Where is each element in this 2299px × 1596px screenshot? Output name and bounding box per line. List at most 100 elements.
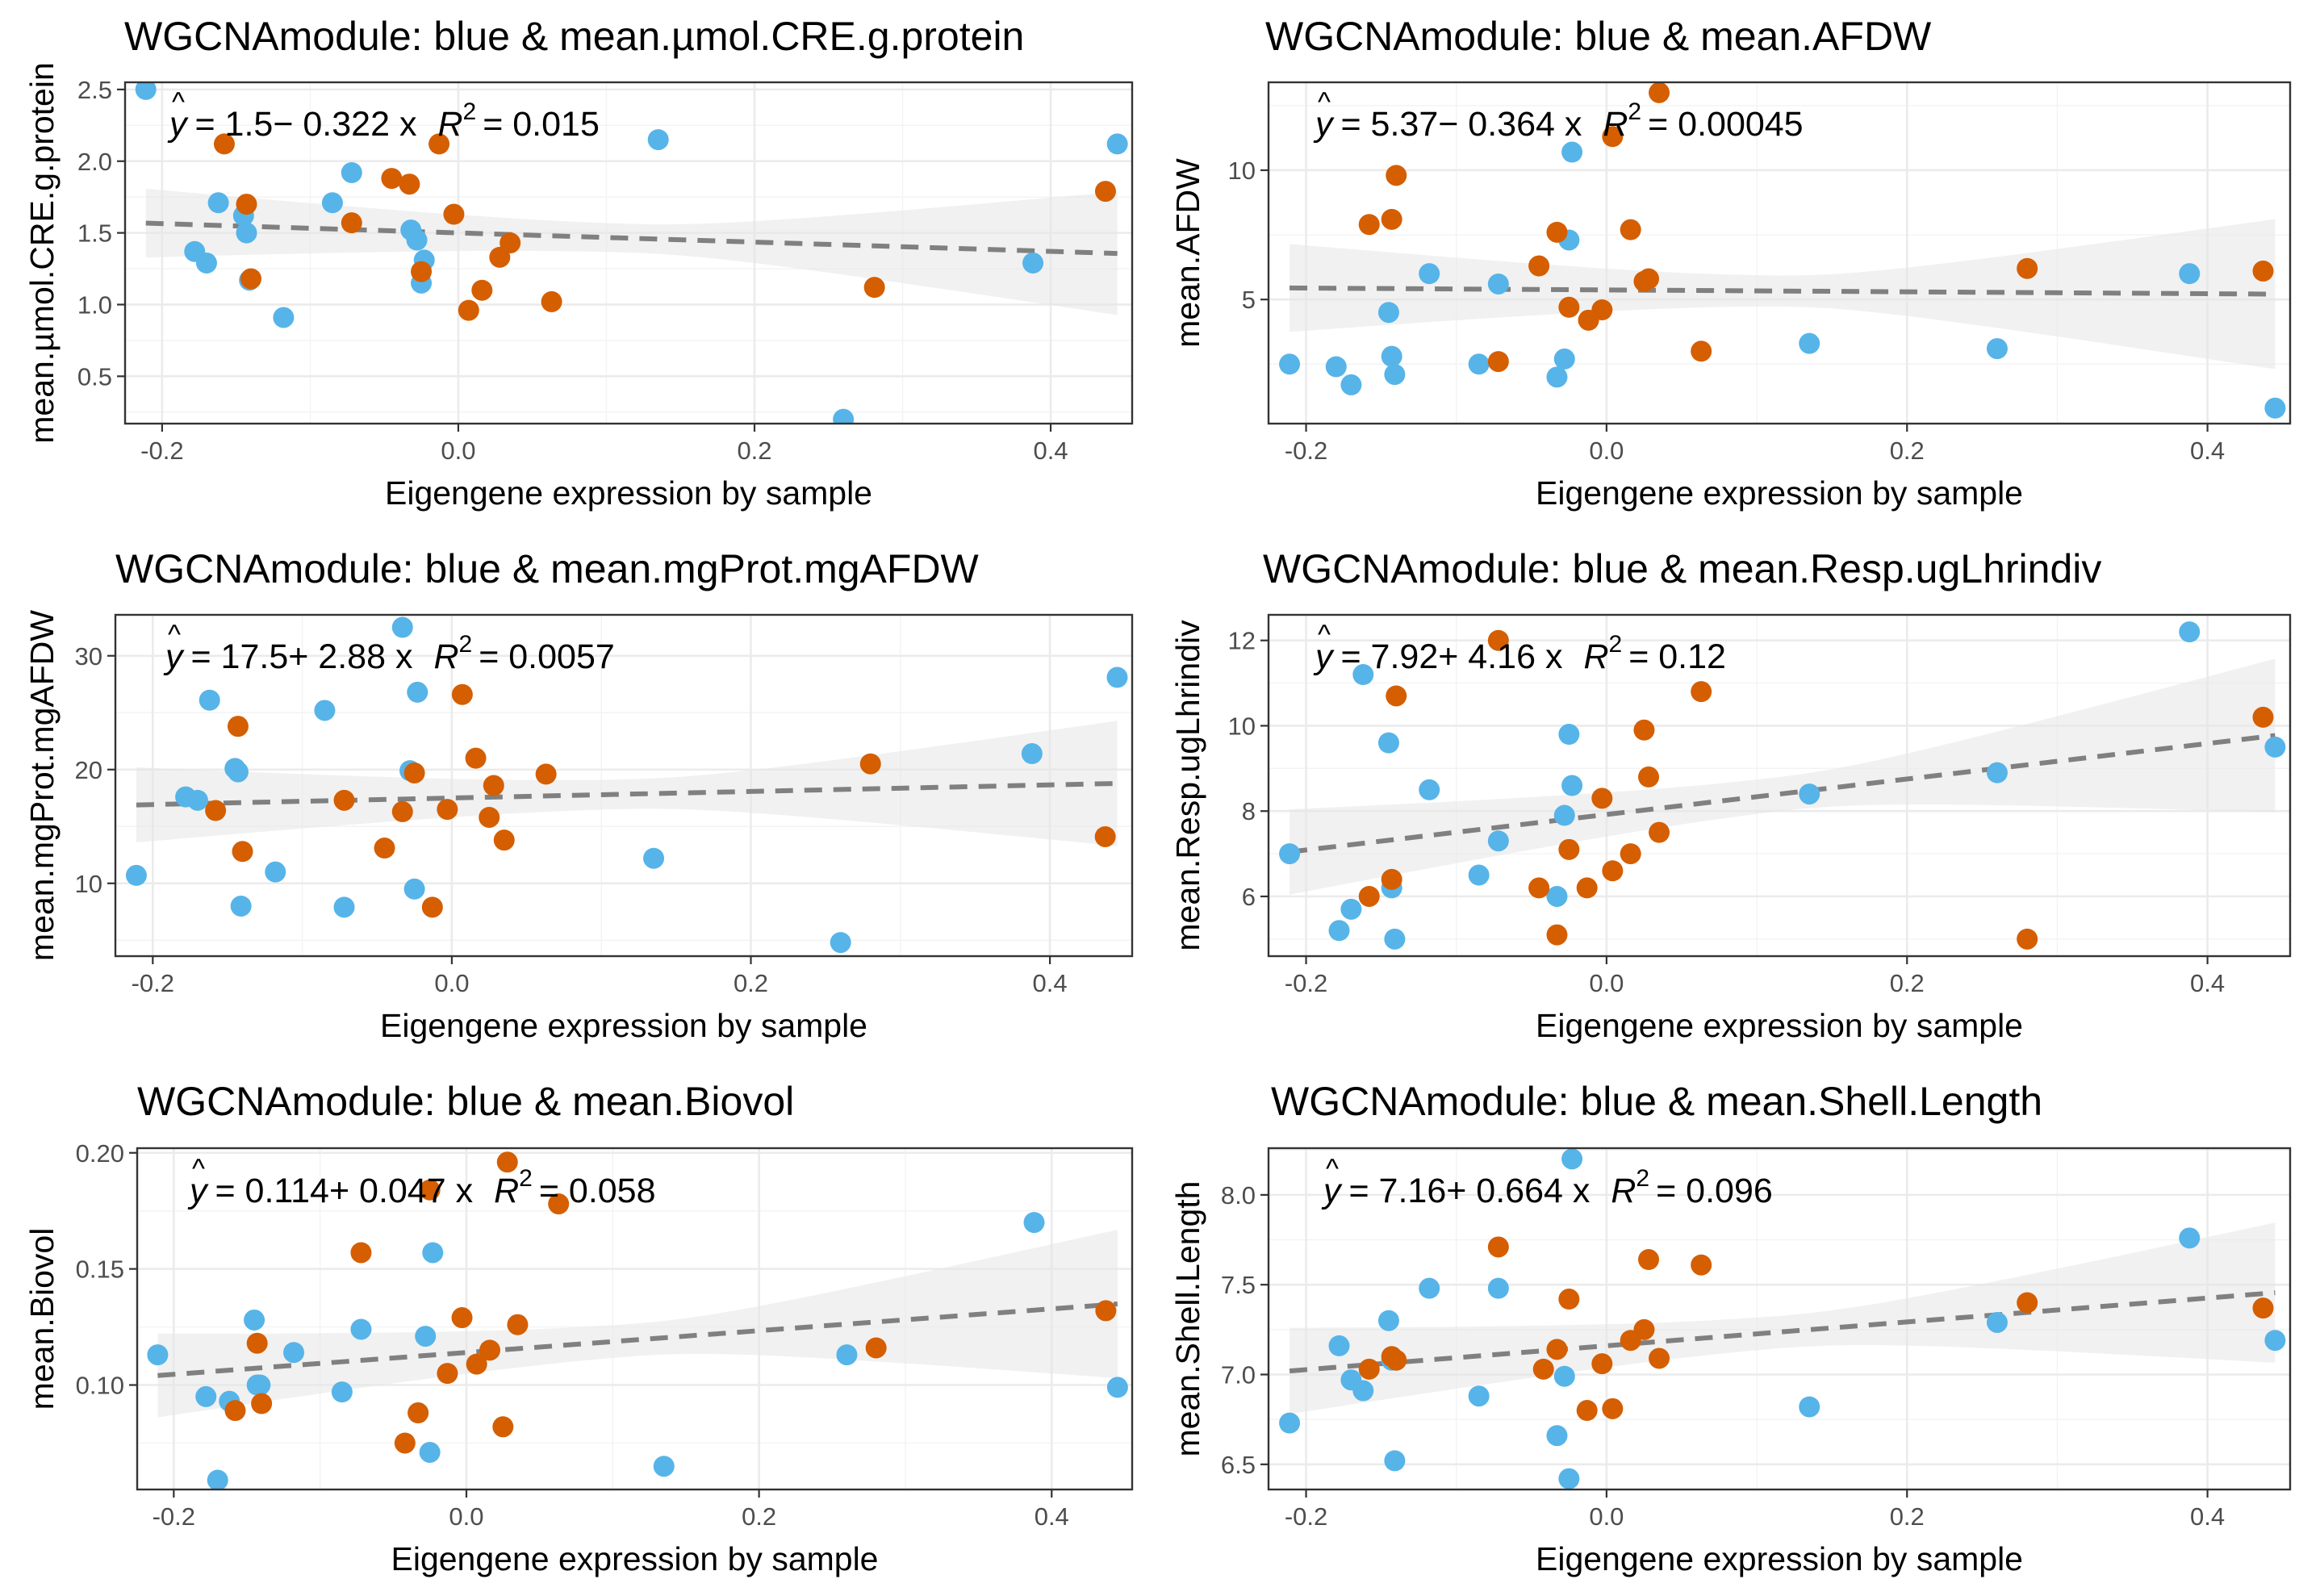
plot-panel: y = 7.92+ 4.16 x R2 = 0.12 ^ -0.2 0.0 0.2 0.4 6 8 1… bbox=[1169, 546, 2292, 1044]
data-point bbox=[1553, 1365, 1575, 1387]
equation-r2-exponent: 2 bbox=[1609, 631, 1623, 658]
equation-yhat: y bbox=[1313, 105, 1335, 144]
data-point bbox=[1386, 685, 1407, 707]
data-point bbox=[1986, 1311, 2008, 1333]
x-tick-label: -0.2 bbox=[1285, 1502, 1327, 1531]
x-tick-label: 0.0 bbox=[434, 969, 469, 997]
x-tick-label: 0.4 bbox=[2190, 437, 2225, 465]
equation-yhat: y bbox=[1313, 637, 1335, 676]
data-point bbox=[1419, 263, 1440, 285]
data-point bbox=[1602, 126, 1624, 148]
data-point bbox=[437, 799, 458, 821]
data-point bbox=[227, 761, 249, 783]
data-point bbox=[1358, 1358, 1380, 1380]
data-point bbox=[1546, 221, 1568, 243]
data-point bbox=[1532, 1358, 1554, 1380]
data-point bbox=[406, 229, 428, 251]
data-point bbox=[399, 173, 420, 195]
data-point bbox=[1558, 838, 1580, 860]
equation-body: = 0.114+ 0.047 x bbox=[215, 1172, 474, 1210]
equation-yhat: y bbox=[163, 637, 185, 676]
yhat-caret: ^ bbox=[172, 87, 185, 118]
x-tick-label: 0.2 bbox=[742, 1502, 776, 1531]
yhat-caret: ^ bbox=[1326, 1154, 1339, 1184]
data-point bbox=[1381, 345, 1402, 367]
data-point bbox=[1352, 664, 1374, 686]
y-tick-label: 5 bbox=[1242, 286, 1256, 314]
data-point bbox=[125, 864, 147, 886]
x-tick-label: 0.4 bbox=[2190, 969, 2225, 997]
data-point bbox=[471, 279, 493, 301]
plot-title: WGCNAmodule: blue & mean.AFDW bbox=[1265, 14, 1932, 59]
regression-equation: y = 17.5+ 2.88 x R2 = 0.0057 bbox=[163, 631, 615, 676]
plot-title: WGCNAmodule: blue & mean.Resp.ugLhrindiv bbox=[1263, 546, 2101, 591]
data-point bbox=[2179, 1227, 2201, 1249]
x-tick-label: -0.2 bbox=[153, 1502, 195, 1531]
regression-line bbox=[1289, 733, 2276, 854]
data-point bbox=[2264, 1330, 2286, 1352]
data-point bbox=[493, 829, 515, 851]
yhat-caret: ^ bbox=[1318, 620, 1331, 650]
x-tick-label: 0.2 bbox=[737, 437, 771, 465]
data-point bbox=[1328, 1335, 1350, 1356]
data-point bbox=[1546, 1425, 1568, 1447]
data-point bbox=[1487, 830, 1509, 852]
data-point bbox=[1558, 1289, 1580, 1310]
plot-panel: y = 0.114+ 0.047 x R2 = 0.058 ^ -0.2 0.0 0.2 0.4… bbox=[23, 1079, 1134, 1577]
data-point bbox=[1384, 928, 1406, 950]
panel-border bbox=[1267, 1147, 2292, 1491]
data-point bbox=[541, 290, 562, 312]
y-tick-label: 0.10 bbox=[76, 1372, 124, 1400]
y-tick-label: 0.15 bbox=[76, 1255, 124, 1284]
y-tick-label: 12 bbox=[1228, 627, 1256, 655]
equation-r2-label: R bbox=[433, 637, 458, 676]
data-point bbox=[2252, 706, 2274, 728]
equation-r2-value: = 0.015 bbox=[483, 105, 600, 144]
data-point bbox=[1546, 924, 1568, 946]
panel-border bbox=[1267, 81, 2292, 425]
data-point bbox=[1487, 351, 1509, 373]
panel-border bbox=[1267, 613, 2292, 958]
data-point bbox=[391, 800, 413, 822]
data-point bbox=[244, 1309, 265, 1331]
x-tick-label: 0.4 bbox=[2190, 1502, 2225, 1531]
data-point bbox=[1799, 332, 1820, 354]
equation-yhat: y bbox=[1321, 1172, 1343, 1210]
x-tick-label: 0.0 bbox=[1589, 969, 1624, 997]
plot-title: WGCNAmodule: blue & mean.Shell.Length bbox=[1271, 1079, 2042, 1124]
data-point bbox=[483, 775, 504, 796]
data-point bbox=[865, 1337, 887, 1359]
data-point bbox=[2264, 397, 2286, 419]
data-point bbox=[1576, 1400, 1598, 1422]
regression-line bbox=[136, 780, 1118, 808]
data-point bbox=[1487, 1236, 1509, 1258]
data-point bbox=[2252, 1297, 2274, 1319]
data-point bbox=[496, 1151, 518, 1173]
data-point bbox=[1487, 273, 1509, 295]
data-point bbox=[1106, 133, 1128, 155]
equation-body: = 1.5− 0.322 x bbox=[195, 105, 417, 144]
y-tick-label: 7.5 bbox=[1221, 1271, 1256, 1299]
data-point bbox=[2017, 928, 2038, 950]
equation-r2-exponent: 2 bbox=[1628, 98, 1641, 125]
data-point bbox=[1340, 374, 1362, 395]
data-point bbox=[195, 252, 217, 274]
regression-line bbox=[145, 220, 1118, 257]
data-point bbox=[1553, 804, 1575, 826]
regression-line bbox=[157, 1301, 1118, 1378]
data-point bbox=[1561, 775, 1583, 796]
data-point bbox=[273, 307, 295, 328]
yhat-caret: ^ bbox=[1318, 87, 1331, 118]
data-point bbox=[1558, 296, 1580, 318]
x-tick-label: 0.0 bbox=[1589, 437, 1624, 465]
data-point bbox=[1021, 743, 1043, 765]
data-point bbox=[1691, 341, 1712, 362]
equation-r2-exponent: 2 bbox=[463, 98, 477, 125]
data-point bbox=[1561, 1148, 1583, 1170]
data-point bbox=[230, 895, 252, 917]
y-tick-label: 0.5 bbox=[77, 362, 112, 391]
data-point bbox=[1638, 766, 1660, 788]
plot-title: WGCNAmodule: blue & mean.µmol.CRE.g.prot… bbox=[124, 14, 1024, 59]
equation-r2-exponent: 2 bbox=[519, 1165, 533, 1192]
data-point bbox=[863, 277, 885, 299]
